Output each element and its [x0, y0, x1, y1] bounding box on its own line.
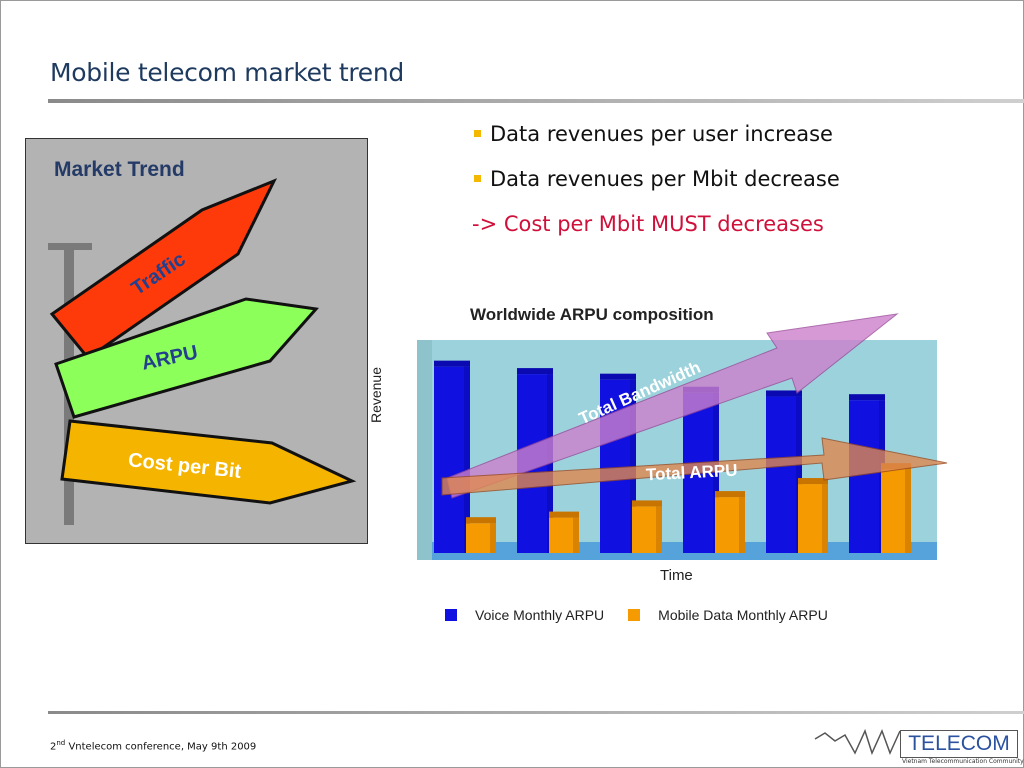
cost-sign [60, 419, 357, 505]
footer-conference: 2nd Vntelecom conference, May 9th 2009 [50, 739, 256, 752]
data-arpu-bar-top [715, 491, 745, 498]
chart-x-axis-label: Time [660, 567, 693, 584]
data-arpu-bar-top [798, 478, 828, 485]
data-arpu-bar-side [739, 497, 745, 553]
bullet-text: Data revenues per Mbit decrease [490, 167, 840, 191]
market-trend-title: Market Trend [54, 158, 185, 181]
arpu-sign [54, 297, 319, 419]
data-arpu-bar-side [822, 484, 828, 553]
data-arpu-bar-top [632, 500, 662, 507]
chart-side-wall [417, 340, 432, 560]
bullet-marker-icon [474, 130, 481, 137]
data-arpu-bar-side [573, 517, 579, 553]
market-trend-panel: Market Trend Traffic ARPU Cost per Bit [25, 138, 368, 544]
voice-arpu-bar-top [600, 373, 636, 380]
bullet-list: Data revenues per user increase Data rev… [472, 122, 840, 257]
footer-edition-suffix: nd [56, 739, 66, 747]
legend-label-data: Mobile Data Monthly ARPU [658, 607, 828, 623]
chart-title: Worldwide ARPU composition [470, 305, 714, 324]
voice-arpu-bar-top [434, 360, 470, 367]
logo-wave-icon [814, 728, 901, 756]
chart-legend: Voice Monthly ARPU Mobile Data Monthly A… [445, 607, 852, 623]
data-arpu-bar-top [466, 517, 496, 524]
voice-arpu-bar-side [796, 396, 802, 553]
bullet-marker-icon [474, 175, 481, 182]
legend-label-voice: Voice Monthly ARPU [475, 607, 605, 623]
signpost-cap [48, 243, 92, 250]
legend-item-data: Mobile Data Monthly ARPU [628, 607, 828, 623]
title-divider [48, 99, 1024, 103]
bullet-item: Data revenues per Mbit decrease [472, 167, 840, 212]
chart-y-axis-label: Revenue [368, 366, 384, 424]
data-arpu-bar-side [490, 523, 496, 553]
voice-arpu-bar-side [713, 392, 719, 553]
voice-arpu-bar-top [517, 368, 553, 375]
logo-wordmark: TELECOM [900, 730, 1018, 758]
conclusion-text: -> Cost per Mbit MUST decreases [472, 212, 824, 236]
data-arpu-bar-side [656, 506, 662, 553]
data-arpu-bar-top [549, 511, 579, 518]
voice-arpu-bar-side [464, 366, 470, 553]
bullet-text: Data revenues per user increase [490, 122, 833, 146]
legend-item-voice: Voice Monthly ARPU [445, 607, 604, 623]
legend-swatch-data [628, 609, 641, 621]
traffic-sign [49, 178, 278, 361]
voice-arpu-bar-top [849, 394, 885, 401]
legend-swatch-voice [445, 609, 457, 621]
footer-edition: 2 [50, 741, 57, 753]
footer-conference-text: Vntelecom conference, May 9th 2009 [65, 741, 257, 753]
bullet-item: Data revenues per user increase [472, 122, 840, 167]
vntelecom-logo: TELECOM Vietnam Telecommunication Commun… [810, 723, 1024, 768]
arpu-chart: Total Bandwidth Total ARPU [417, 313, 948, 560]
logo-subtitle: Vietnam Telecommunication Community [902, 758, 1024, 765]
footer-divider [48, 711, 1024, 714]
voice-arpu-bar-top [766, 390, 802, 397]
data-arpu-bar-side [905, 469, 911, 553]
arpu-arrow [441, 437, 948, 496]
slide-title: Mobile telecom market trend [50, 58, 404, 87]
signpost-illustration: Traffic ARPU Cost per Bit [48, 178, 357, 525]
arpu-arrow-label: Total ARPU [645, 461, 737, 485]
